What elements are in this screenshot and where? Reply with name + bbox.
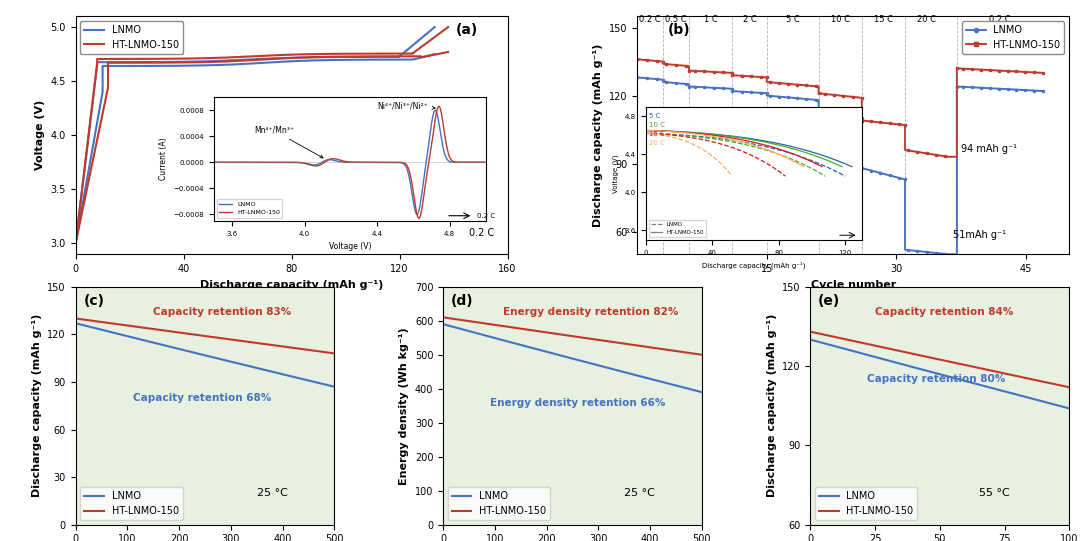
- Text: 15 C: 15 C: [874, 15, 893, 24]
- X-axis label: Cycle number: Cycle number: [811, 280, 895, 289]
- Text: 0.2 C: 0.2 C: [469, 228, 495, 238]
- Text: Capacity retention 68%: Capacity retention 68%: [133, 393, 271, 403]
- Legend: LNMO, HT-LNMO-150: LNMO, HT-LNMO-150: [962, 21, 1064, 54]
- Text: 1 C: 1 C: [704, 15, 717, 24]
- Text: (c): (c): [83, 294, 105, 308]
- Text: 55 °C: 55 °C: [978, 488, 1010, 498]
- Text: (a): (a): [456, 23, 478, 37]
- Text: Energy density retention 66%: Energy density retention 66%: [489, 398, 665, 408]
- Y-axis label: Voltage (V): Voltage (V): [35, 100, 45, 170]
- Text: (b): (b): [667, 23, 690, 37]
- Text: 25 °C: 25 °C: [257, 488, 287, 498]
- Text: 94 mAh g⁻¹: 94 mAh g⁻¹: [961, 144, 1017, 154]
- Text: 0.2 C: 0.2 C: [639, 15, 661, 24]
- Text: 20 C: 20 C: [917, 15, 936, 24]
- Text: 0.2 C: 0.2 C: [989, 15, 1011, 24]
- Legend: LNMO, HT-LNMO-150: LNMO, HT-LNMO-150: [815, 487, 917, 520]
- Text: 10 C: 10 C: [831, 15, 850, 24]
- Text: Capacity retention 83%: Capacity retention 83%: [153, 307, 292, 317]
- Text: 2 C: 2 C: [743, 15, 756, 24]
- Text: 0.5 C: 0.5 C: [665, 15, 687, 24]
- Text: 51mAh g⁻¹: 51mAh g⁻¹: [953, 230, 1005, 240]
- Text: (e): (e): [819, 294, 840, 308]
- Y-axis label: Energy density (Wh kg⁻¹): Energy density (Wh kg⁻¹): [400, 327, 409, 485]
- Legend: LNMO, HT-LNMO-150: LNMO, HT-LNMO-150: [81, 21, 183, 54]
- X-axis label: Discharge capacity (mAh g⁻¹): Discharge capacity (mAh g⁻¹): [200, 280, 383, 289]
- Text: 25 °C: 25 °C: [624, 488, 656, 498]
- Text: Capacity retention 80%: Capacity retention 80%: [867, 374, 1005, 384]
- Y-axis label: Discharge capacity (mAh g⁻¹): Discharge capacity (mAh g⁻¹): [31, 314, 42, 497]
- Legend: LNMO, HT-LNMO-150: LNMO, HT-LNMO-150: [81, 487, 183, 520]
- Y-axis label: Discharge capacity (mAh g⁻¹): Discharge capacity (mAh g⁻¹): [767, 314, 777, 497]
- Y-axis label: Discharge capacity (mAh g⁻¹): Discharge capacity (mAh g⁻¹): [593, 44, 604, 227]
- Legend: LNMO, HT-LNMO-150: LNMO, HT-LNMO-150: [448, 487, 550, 520]
- Text: Capacity retention 84%: Capacity retention 84%: [875, 307, 1013, 317]
- Text: Energy density retention 82%: Energy density retention 82%: [502, 307, 678, 317]
- Text: (d): (d): [450, 294, 473, 308]
- Text: 5 C: 5 C: [786, 15, 799, 24]
